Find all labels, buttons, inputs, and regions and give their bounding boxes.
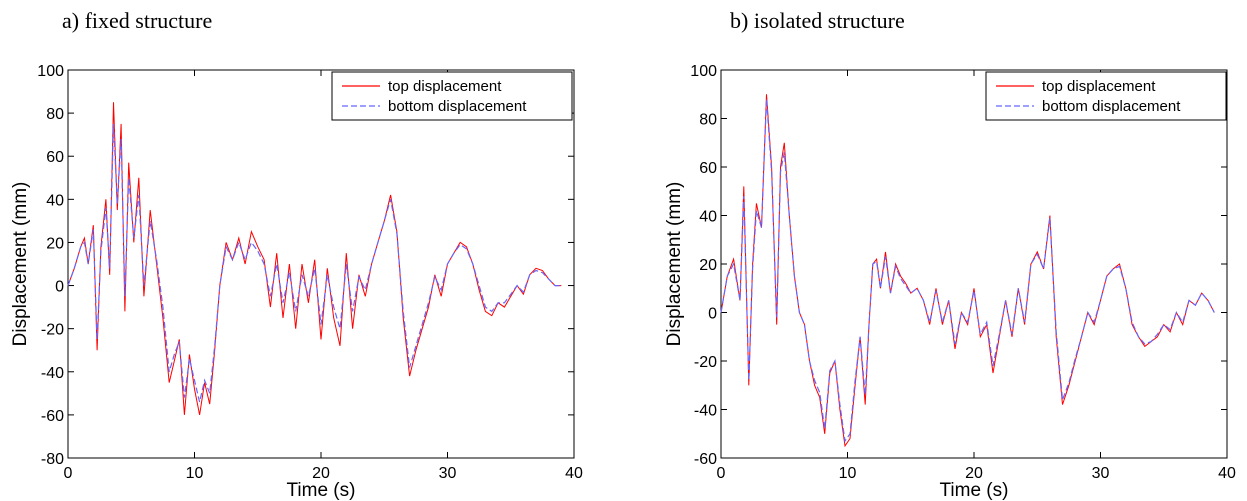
y-tick-label: 20 bbox=[699, 257, 717, 274]
y-tick-label: -60 bbox=[694, 451, 717, 468]
series-bottom-displacement bbox=[67, 123, 562, 403]
y-tick-label: 20 bbox=[46, 235, 64, 252]
x-tick-label: 20 bbox=[312, 465, 330, 482]
y-tick-label: 80 bbox=[699, 112, 717, 129]
chart-b: 0 10 20 30 40 -60 -40 -20 0 20 40 60 80 100 Time (s) Di… bbox=[664, 63, 1236, 501]
plot-frame bbox=[720, 69, 1228, 459]
y-tick-label: 60 bbox=[699, 160, 717, 177]
x-tick-label: 20 bbox=[965, 465, 983, 482]
x-tick-label: 10 bbox=[186, 465, 204, 482]
y-tick-label: 60 bbox=[46, 149, 64, 166]
y-tick-label: 80 bbox=[46, 106, 64, 123]
y-axis-title: Displacement (mm) bbox=[10, 182, 31, 347]
legend-label: bottom displacement bbox=[388, 98, 527, 115]
y-tick-label: -40 bbox=[694, 403, 717, 420]
y-tick-label: -20 bbox=[694, 354, 717, 371]
panel-b-title: b) isolated structure bbox=[730, 8, 905, 33]
x-tick-label: 0 bbox=[64, 465, 73, 482]
legend-label: bottom displacement bbox=[1042, 98, 1181, 115]
legend-box bbox=[985, 71, 1227, 121]
y-axis-title: Displacement (mm) bbox=[664, 182, 685, 347]
x-tick-label: 40 bbox=[1218, 465, 1236, 482]
x-tick-label: 30 bbox=[439, 465, 457, 482]
y-tick-label: 100 bbox=[690, 63, 717, 80]
y-tick-label: -20 bbox=[41, 322, 64, 339]
x-tick-label: 10 bbox=[839, 465, 857, 482]
x-axis-title: Time (s) bbox=[940, 480, 1009, 501]
legend-label: top displacement bbox=[1042, 78, 1156, 95]
y-tick-label: 100 bbox=[37, 63, 64, 80]
legend-label: top displacement bbox=[388, 78, 502, 95]
y-tick-label: -80 bbox=[41, 451, 64, 468]
y-tick-label: 0 bbox=[708, 306, 717, 323]
y-tick-label: 0 bbox=[55, 279, 64, 296]
y-tick-label: -40 bbox=[41, 365, 64, 382]
chart-a: 0 10 20 30 40 -80 -60 -40 -20 0 20 40 60 80 100 Time (s… bbox=[10, 63, 583, 501]
x-axis-title: Time (s) bbox=[287, 480, 356, 501]
x-tick-label: 0 bbox=[717, 465, 726, 482]
y-tick-label: 40 bbox=[699, 209, 717, 226]
x-tick-label: 40 bbox=[565, 465, 583, 482]
plot-frame bbox=[67, 69, 575, 459]
panel-a-title: a) fixed structure bbox=[62, 8, 213, 33]
legend-box bbox=[331, 71, 573, 121]
y-tick-label: -60 bbox=[41, 408, 64, 425]
series-bottom-displacement bbox=[720, 99, 1215, 443]
x-tick-label: 30 bbox=[1092, 465, 1110, 482]
y-tick-label: 40 bbox=[46, 192, 64, 209]
